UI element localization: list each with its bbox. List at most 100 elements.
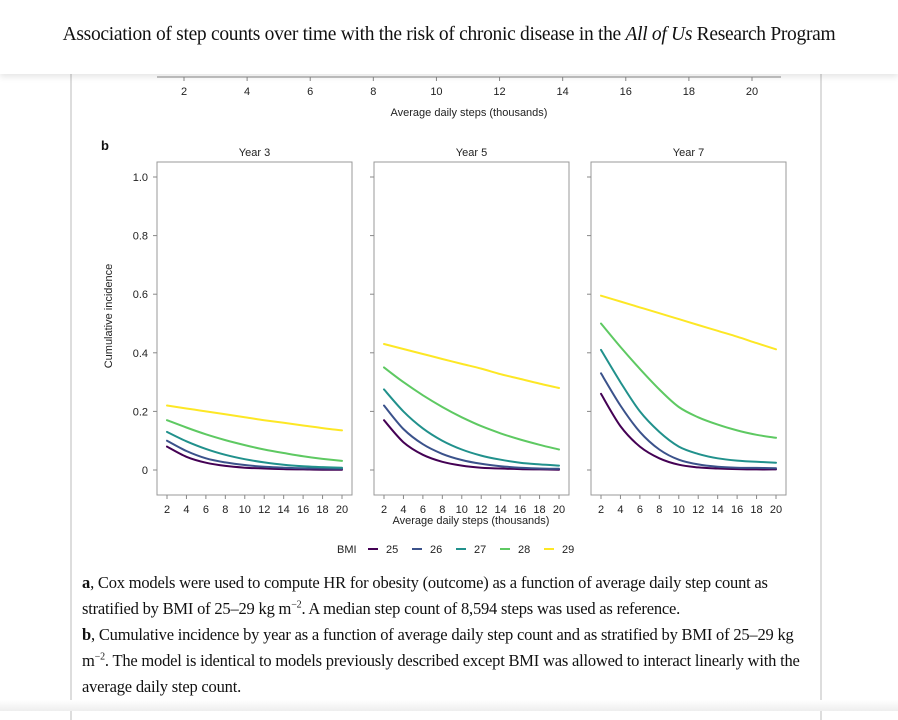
figure-caption: a, Cox models were used to compute HR fo… [82,570,812,700]
panel-a-x-tick-label: 18 [683,86,695,98]
x-tick-label: 4 [400,504,406,516]
legend-label-bmi-27: 27 [474,544,486,556]
x-tick-label: 20 [336,504,348,516]
series-line-bmi-28 [600,322,777,439]
panel-year-7: Year 7 2 4 6 8 10 12 14 16 18 20 [587,147,787,516]
page-title: Association of step counts over time wit… [0,24,898,46]
series-line-bmi-25 [383,419,560,471]
x-tick-label: 10 [239,504,251,516]
x-tick-label: 18 [316,504,328,516]
series-line-bmi-28 [383,366,560,451]
panel-title: Year 5 [456,147,487,159]
panel-frame [156,161,353,496]
y-tick-label: 0.8 [133,231,148,243]
panel-a-x-tick-label: 2 [181,86,187,98]
caption-a-superscript: −2 [291,599,302,611]
panel-b-label: b [101,138,109,153]
panel-year-3: Year 3 0 0.2 0.4 0.6 0.8 1.0 2 4 6 8 10 12 14 16 18 20 [133,147,353,516]
series-line-bmi-26 [600,372,777,470]
x-tick-label: 8 [656,504,662,516]
x-tick-label: 2 [381,504,387,516]
caption-a-text: , Cox models were used to compute HR for… [82,573,768,618]
y-axis-label: Cumulative incidence [103,264,115,369]
series-line-bmi-29 [383,343,560,389]
panel-title: Year 7 [673,147,704,159]
title-text: Association of step counts over time wit… [62,24,626,45]
x-tick-label: 16 [514,504,526,516]
panel-a-x-tick-label: 16 [620,86,632,98]
series-line-bmi-27 [166,430,343,469]
legend-label-bmi-29: 29 [562,544,574,556]
series-line-bmi-29 [166,404,343,432]
panel-b-x-label: Average daily steps (thousands) [393,515,550,527]
x-tick-label: 20 [770,504,782,516]
bottom-fade [0,700,898,711]
x-tick-label: 12 [475,504,487,516]
series-line-bmi-27 [383,388,560,467]
panel-a-partial-axis: 2 4 6 8 10 12 14 16 18 20 Average daily steps (th… [157,76,781,119]
series-line-bmi-29 [600,294,777,351]
x-tick-label: 2 [598,504,604,516]
title-italic: All of Us [625,24,693,45]
x-tick-label: 12 [258,504,270,516]
page-header: Association of step counts over time wit… [0,0,898,74]
caption-b-superscript: −2 [94,651,105,663]
caption-a: a, Cox models were used to compute HR fo… [82,570,812,622]
panel-frame [590,161,787,496]
panel-a-x-tick-label: 20 [746,86,758,98]
x-tick-label: 14 [278,504,290,516]
panel-title: Year 3 [239,147,270,159]
legend-label-bmi-25: 25 [386,544,398,556]
series-line-bmi-25 [600,392,777,471]
caption-b-text: , Cumulative incidence by year as a func… [82,625,794,670]
x-tick-label: 10 [456,504,468,516]
x-tick-label: 14 [712,504,724,516]
x-tick-label: 4 [617,504,623,516]
legend-label-bmi-26: 26 [430,544,442,556]
y-tick-label: 0.6 [133,289,148,301]
x-tick-label: 8 [439,504,445,516]
y-tick-label: 0 [142,465,148,477]
legend-title: BMI [337,544,357,556]
legend-label-bmi-28: 28 [518,544,530,556]
caption-b-label: b [82,625,91,644]
x-tick-label: 8 [222,504,228,516]
y-tick-label: 1.0 [133,172,148,184]
x-tick-label: 2 [164,504,170,516]
panel-a-x-tick-label: 14 [557,86,569,98]
x-tick-label: 18 [533,504,545,516]
series-line-bmi-26 [166,439,343,470]
x-tick-label: 18 [750,504,762,516]
panel-a-x-label: Average daily steps (thousands) [391,107,548,119]
series-line-bmi-27 [600,348,777,464]
x-tick-label: 16 [297,504,309,516]
legend: BMI 25 26 27 28 29 [337,544,574,556]
series-line-bmi-28 [166,419,343,462]
panel-year-5: Year 5 2 4 6 8 10 12 14 16 18 20 [370,147,570,516]
series-line-bmi-25 [166,445,343,471]
caption-b-text-end: . The model is identical to models previ… [82,651,800,696]
figure-frame [70,60,822,720]
series-line-bmi-26 [383,404,560,470]
x-tick-label: 6 [420,504,426,516]
y-tick-label: 0.2 [133,406,148,418]
panel-a-x-tick-label: 8 [370,86,376,98]
panel-a-x-tick-label: 6 [307,86,313,98]
caption-a-text-end: . A median step count of 8,594 steps was… [301,599,681,618]
panel-a-x-tick-label: 10 [430,86,442,98]
x-tick-label: 4 [183,504,189,516]
caption-b: b, Cumulative incidence by year as a fun… [82,622,812,700]
x-tick-label: 6 [637,504,643,516]
x-tick-label: 16 [731,504,743,516]
x-tick-label: 12 [692,504,704,516]
panel-frame [373,161,570,496]
title-text-end: Research Program [692,24,836,45]
x-tick-label: 6 [203,504,209,516]
x-tick-label: 14 [495,504,507,516]
x-tick-label: 10 [673,504,685,516]
panel-a-x-tick-label: 12 [493,86,505,98]
panel-a-x-tick-label: 4 [244,86,250,98]
caption-a-label: a [82,573,91,592]
x-tick-label: 20 [553,504,565,516]
